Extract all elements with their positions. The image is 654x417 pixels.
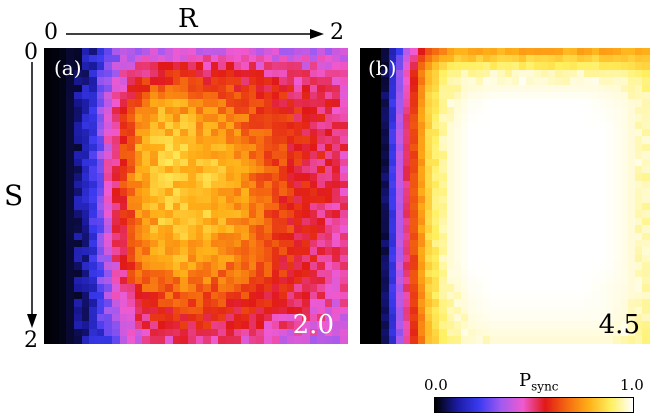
heatmap-canvas-a bbox=[44, 48, 348, 344]
heatmap-canvas-b bbox=[360, 48, 650, 344]
y-axis-arrow bbox=[27, 62, 37, 328]
colorbar-max-label: 1.0 bbox=[620, 376, 644, 394]
y-axis-max-label: 2 bbox=[24, 328, 38, 353]
heatmap-panel-a: (a) 2.0 bbox=[44, 48, 348, 344]
colorbar-title-main: P bbox=[519, 370, 532, 391]
x-axis-min-label: 0 bbox=[44, 20, 58, 45]
y-axis-label: S bbox=[4, 179, 24, 212]
x-axis-arrow bbox=[66, 29, 324, 39]
heatmap-panel-b: (b) 4.5 bbox=[360, 48, 650, 344]
y-axis-min-label: 0 bbox=[24, 40, 38, 65]
panel-a-value-label: 2.0 bbox=[292, 310, 334, 340]
panel-b-tag: (b) bbox=[368, 56, 397, 80]
colorbar-min-label: 0.0 bbox=[424, 376, 448, 394]
colorbar bbox=[434, 397, 634, 413]
panel-a-tag: (a) bbox=[54, 56, 82, 80]
x-axis-max-label: 2 bbox=[330, 20, 344, 45]
colorbar-title-sub: sync bbox=[531, 379, 559, 394]
colorbar-title: Psync bbox=[519, 370, 559, 394]
x-axis-label: R bbox=[178, 4, 198, 34]
panel-b-value-label: 4.5 bbox=[598, 310, 640, 340]
